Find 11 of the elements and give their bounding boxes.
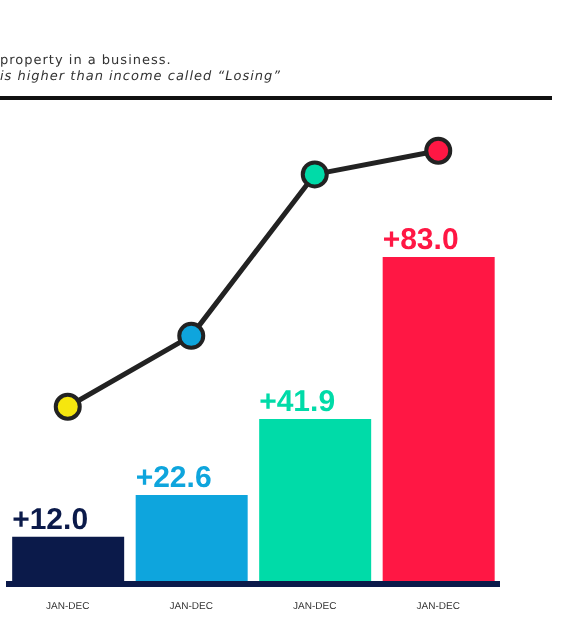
bar xyxy=(382,257,495,584)
point xyxy=(177,321,206,350)
point xyxy=(424,136,453,165)
data-label: +83.0 xyxy=(382,223,459,258)
data-label: +22.6 xyxy=(135,460,212,495)
bar xyxy=(135,494,248,584)
data-label: +41.9 xyxy=(259,384,336,419)
bar xyxy=(259,418,372,584)
data-label: +12.0 xyxy=(12,502,89,537)
point xyxy=(300,160,329,189)
point xyxy=(53,392,82,421)
